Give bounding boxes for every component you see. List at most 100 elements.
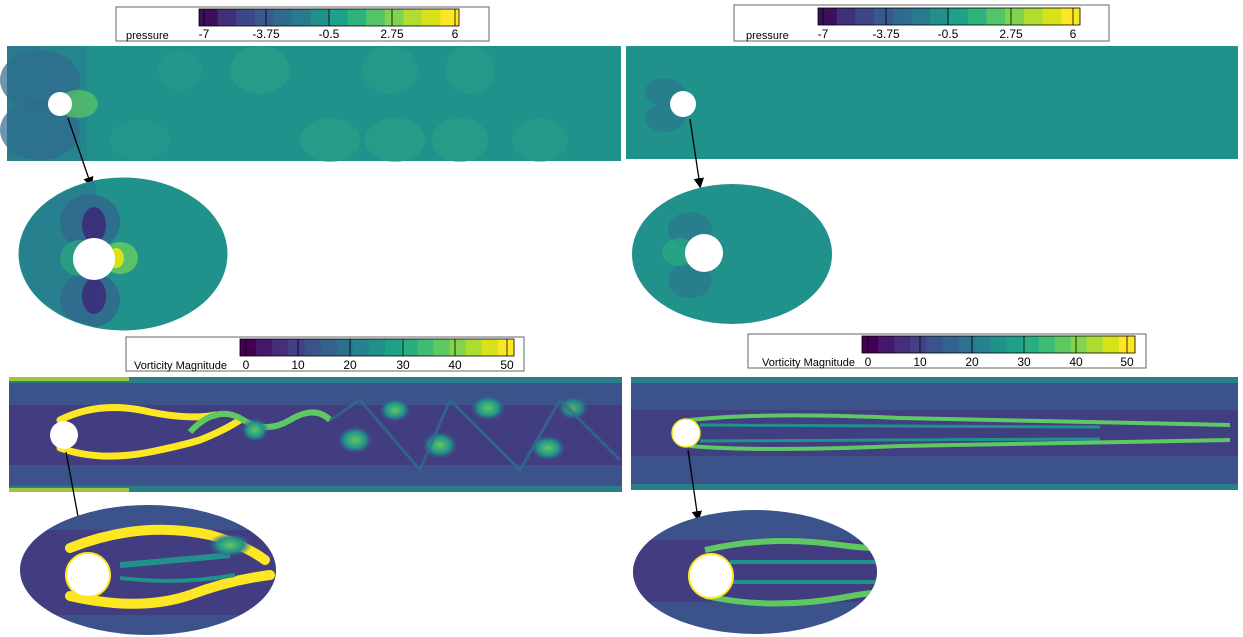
- colorbar-tick-label: 6: [1070, 27, 1077, 41]
- vorticity-left-zoom: [20, 505, 276, 635]
- pressure-right-channel: [626, 46, 1238, 159]
- colorbar-swatch: [974, 336, 991, 353]
- colorbar-ticks: 0 10 20 30 40 50: [243, 339, 514, 372]
- colorbar-swatch: [310, 9, 330, 26]
- colorbar-swatch: [304, 339, 322, 356]
- vorticity-right-channel: [631, 377, 1238, 490]
- colorbar-swatch: [1086, 336, 1104, 353]
- colorbar-swatch: [254, 9, 274, 26]
- colorbar-tick-label: -3.75: [872, 27, 900, 41]
- colorbar-swatch: [1070, 336, 1088, 353]
- colorbar-swatch: [862, 336, 879, 353]
- colorbar-tick-label: 0: [243, 358, 250, 372]
- colorbar-swatch: [481, 339, 499, 356]
- vorticity-left-panel: Vorticity Magnitude 0 10 20 30 40 50: [9, 336, 622, 635]
- colorbar-tick-label: 20: [965, 355, 979, 369]
- colorbar-tick-label: 50: [1120, 355, 1134, 369]
- colorbar-tick-label: 20: [343, 358, 357, 372]
- colorbar-swatch: [417, 339, 434, 356]
- colorbar-tick-label: 10: [913, 355, 927, 369]
- colorbar-swatch: [433, 339, 451, 356]
- colorbar-swatch: [272, 339, 289, 356]
- colorbar: [817, 7, 1081, 26]
- vorticity-right-panel: Vorticity Magnitude 0 10 20 30 40 50: [631, 333, 1238, 634]
- vorticity-left-legend: Vorticity Magnitude 0 10 20 30 40 50: [125, 336, 525, 372]
- colorbar-swatch: [403, 9, 423, 26]
- colorbar-frame: [861, 335, 1136, 354]
- colorbar-swatch: [347, 9, 367, 26]
- colorbar-tick-label: -0.5: [938, 27, 959, 41]
- zoom-arrow: [689, 118, 704, 189]
- colorbar-swatch: [958, 336, 975, 353]
- colorbar-swatch: [256, 339, 273, 356]
- colorbar-swatch: [910, 336, 927, 353]
- colorbar-frame: [817, 7, 1081, 26]
- colorbar-swatch: [199, 9, 219, 26]
- cylinder: [50, 421, 78, 449]
- colorbar-tick-label: 10: [291, 358, 305, 372]
- colorbar-swatch: [273, 9, 293, 26]
- cylinder: [671, 418, 701, 448]
- colorbar-frame: [239, 338, 515, 357]
- colorbar-swatch: [366, 9, 386, 26]
- colorbar-swatch: [930, 8, 950, 25]
- colorbar-swatch: [1038, 336, 1056, 353]
- pressure-right-zoom: [632, 184, 832, 324]
- colorbar-swatch: [911, 8, 931, 25]
- colorbar-swatch: [288, 339, 305, 356]
- pressure-right-legend: pressure -7 -3.75 -0.5 2.75 6: [733, 4, 1110, 42]
- colorbar-swatch: [949, 8, 969, 25]
- colorbar-swatch: [1023, 8, 1044, 25]
- colorbar-tick-label: 2.75: [999, 27, 1023, 41]
- colorbar-swatch: [878, 336, 895, 353]
- colorbar-swatch: [465, 339, 483, 356]
- legend-title: Vorticity Magnitude: [762, 357, 855, 369]
- colorbar-swatch: [385, 339, 402, 356]
- colorbar-swatch: [384, 9, 404, 26]
- colorbar-swatch: [236, 9, 256, 26]
- colorbar-swatch: [818, 8, 838, 25]
- colorbar-swatch: [1102, 336, 1120, 353]
- cylinder: [73, 238, 115, 280]
- colorbar-swatch: [855, 8, 875, 25]
- colorbar-swatch: [986, 8, 1006, 25]
- colorbar-tick-label: 6: [452, 27, 459, 41]
- pressure-left-legend: pressure -7 -3.75 -0.5 2.75 6: [115, 6, 490, 42]
- colorbar-tick-label: -7: [199, 27, 210, 41]
- pressure-right-panel: pressure -7 -3.75 -0.5 2.75 6: [626, 4, 1238, 324]
- colorbar-swatch: [990, 336, 1008, 353]
- cylinder: [48, 92, 72, 116]
- colorbar: [861, 335, 1136, 354]
- cylinder: [670, 91, 696, 117]
- vorticity-left-channel: [9, 377, 622, 492]
- colorbar-swatch: [421, 9, 441, 26]
- colorbar-swatch: [1061, 8, 1081, 25]
- cylinder: [65, 552, 111, 598]
- colorbar-swatch: [368, 339, 386, 356]
- colorbar-tick-label: -0.5: [319, 27, 340, 41]
- colorbar-swatch: [1042, 8, 1062, 25]
- colorbar-swatch: [240, 339, 257, 356]
- colorbar-tick-label: -7: [818, 27, 829, 41]
- colorbar-ticks: 0 10 20 30 40 50: [865, 336, 1134, 369]
- colorbar-swatch: [352, 339, 370, 356]
- colorbar-swatch: [217, 9, 237, 26]
- colorbar: [239, 338, 515, 357]
- colorbar-swatch: [440, 9, 460, 26]
- colorbar-tick-label: 50: [500, 358, 514, 372]
- colorbar-tick-label: 40: [448, 358, 462, 372]
- pressure-left-zoom: [18, 177, 228, 331]
- colorbar-swatch: [1006, 336, 1024, 353]
- colorbar-swatch: [329, 9, 349, 26]
- zoom-arrow: [67, 117, 94, 188]
- colorbar-tick-label: 30: [396, 358, 410, 372]
- colorbar-swatch: [967, 8, 987, 25]
- colorbar-swatch: [449, 339, 467, 356]
- pressure-left-channel: [0, 46, 621, 162]
- colorbar-swatch: [401, 339, 418, 356]
- legend-title: pressure: [746, 30, 789, 42]
- colorbar-swatch: [942, 336, 959, 353]
- cylinder: [685, 234, 723, 272]
- cylinder: [688, 553, 734, 599]
